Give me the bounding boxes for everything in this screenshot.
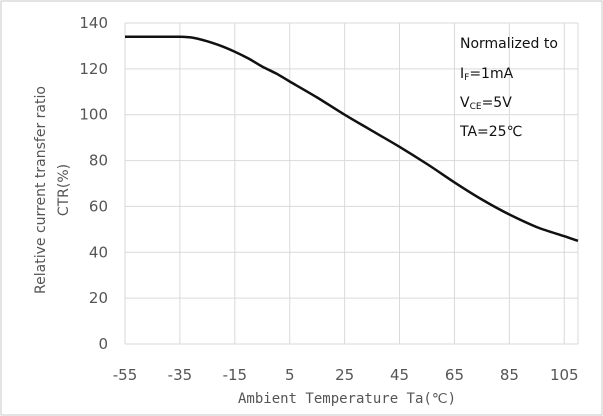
x-tick-label: 85: [500, 366, 519, 384]
y-axis-label-line1: Relative current transfer ratio: [33, 86, 49, 294]
x-axis-label: Ambient Temperature Ta(℃): [238, 391, 456, 407]
y-tick-label: 80: [89, 152, 108, 170]
annotation-line-4: TA=25℃: [459, 124, 522, 140]
annotation-line-1: Normalized to: [460, 36, 558, 52]
x-tick-label: 45: [390, 366, 409, 384]
y-tick-labels: 0 20 40 60 80 100 120 140: [79, 14, 108, 353]
y-tick-label: 60: [89, 197, 108, 215]
y-axis-label-line2: CTR(%): [56, 164, 72, 216]
x-tick-label: 65: [445, 366, 464, 384]
x-tick-labels: -55 -35 -15 5 25 45 65 85 105: [113, 366, 579, 384]
y-tick-label: 120: [79, 60, 108, 78]
y-tick-label: 20: [89, 289, 108, 307]
annotation-line-3: VCE=5V: [460, 95, 512, 112]
y-tick-label: 100: [79, 106, 108, 124]
y-tick-label: 40: [89, 243, 108, 261]
x-tick-label: -15: [223, 366, 248, 384]
x-tick-label: 105: [550, 366, 579, 384]
y-tick-label: 140: [79, 14, 108, 32]
conditions-annotation: Normalized to IF=1mA VCE=5V TA=25℃: [459, 36, 558, 140]
y-tick-label: 0: [98, 335, 108, 353]
x-tick-label: 25: [335, 366, 354, 384]
grid-lines: [124, 22, 579, 345]
annotation-line-2: IF=1mA: [460, 66, 514, 83]
x-tick-label: -35: [168, 366, 193, 384]
x-tick-label: 5: [285, 366, 295, 384]
x-tick-label: -55: [113, 366, 138, 384]
ctr-curve-series: [124, 35, 579, 242]
